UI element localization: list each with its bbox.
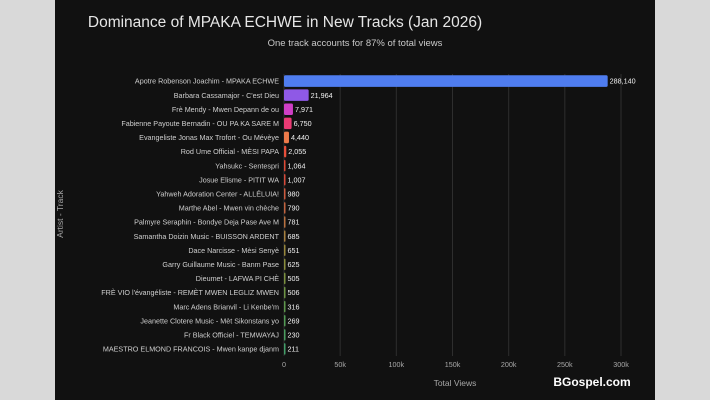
bar-value-label: 980 — [288, 189, 300, 198]
category-label: Yahweh Adoration Center - ALLÉLUIA! — [156, 189, 279, 198]
bar — [284, 173, 286, 186]
bar-value-label: 651 — [288, 246, 300, 255]
bar — [284, 230, 286, 242]
bar — [284, 216, 286, 228]
category-label: Frè Mendy - Mwen Depann de ou — [172, 105, 279, 114]
x-tick-label: 250k — [557, 360, 573, 369]
chart-title: Dominance of MPAKA ECHWE in New Tracks (… — [88, 14, 482, 31]
bar-value-label: 2,055 — [288, 147, 306, 156]
bar-chart: Dominance of MPAKA ECHWE in New Tracks (… — [55, 14, 636, 389]
bar-value-label: 6,750 — [294, 119, 312, 128]
bar-value-label: 4,440 — [291, 133, 309, 142]
category-label: Apotre Robenson Joachim - MPAKA ECHWE — [135, 77, 279, 86]
bar-value-label: 21,964 — [311, 91, 333, 100]
category-label: Garry Guillaume Music - Banm Pase — [162, 260, 279, 269]
x-tick-labels: 0 50k 100k 150k 200k 250k 300k — [282, 360, 629, 369]
bar — [284, 188, 286, 200]
bar — [284, 75, 608, 87]
bar-value-label: 1,007 — [288, 175, 306, 184]
x-tick-label: 200k — [501, 360, 517, 369]
category-label: Dace Narcisse - Mèsi Senyè — [188, 246, 279, 255]
bar — [284, 314, 286, 327]
bar — [284, 258, 286, 271]
bar — [284, 89, 309, 101]
bar — [284, 202, 286, 214]
bar — [284, 329, 286, 341]
bar-value-label: 506 — [288, 288, 300, 297]
x-tick-label: 300k — [613, 360, 629, 369]
category-label: Marthe Abel - Mwen vin chèche — [179, 204, 279, 213]
bar — [284, 131, 289, 144]
category-label: FRÈ VIO l'évangéliste - REMÈT MWEN LEGLI… — [101, 288, 279, 297]
category-label: Palmyre Seraphin - Bondye Deja Pase Ave … — [134, 218, 279, 227]
category-label: Fabienne Payoute Bernadin - OU PA KA SAR… — [121, 119, 279, 128]
bar-value-label: 230 — [288, 330, 300, 339]
category-label: MAESTRO ELMOND FRANCOIS - Mwen kanpe dja… — [103, 345, 279, 354]
category-label: Barbara Cassamajor - C'est Dieu — [174, 91, 279, 100]
category-label: Samantha Doizin Music - BUISSON ARDENT — [134, 232, 280, 241]
bar — [284, 103, 293, 116]
bar — [284, 272, 286, 285]
bar-value-label: 505 — [288, 274, 300, 283]
x-tick-label: 0 — [282, 360, 286, 369]
bar-value-label: 288,140 — [610, 77, 636, 86]
bar — [284, 343, 286, 355]
category-label: Josue Elisme - PITIT WA — [199, 175, 279, 184]
bar-value-label: 625 — [288, 260, 300, 269]
watermark-logo: BGospel.com — [553, 375, 630, 389]
bar-value-label: 685 — [288, 232, 300, 241]
x-tick-label: 50k — [334, 360, 346, 369]
x-tick-label: 150k — [445, 360, 461, 369]
x-tick-label: 100k — [389, 360, 405, 369]
category-label: Dieumet - LAFWA PI CHÈ — [196, 274, 279, 283]
bars: 288,140 21,964 7,971 6,750 4,440 2,055 1,064 1,… — [284, 75, 636, 355]
chart-panel: Dominance of MPAKA ECHWE in New Tracks (… — [55, 0, 655, 400]
gridlines — [283, 74, 622, 356]
bar — [284, 286, 286, 299]
category-label: Yahsukc - Sentespri — [215, 161, 279, 170]
category-labels: Apotre Robenson Joachim - MPAKA ECHWE Bar… — [101, 77, 279, 354]
x-axis-label: Total Views — [434, 378, 477, 388]
category-label: Rod Ume Official - MÈSI PAPA — [181, 147, 279, 156]
category-label: Fr Black Officiel - TEMWAYAJ — [184, 330, 279, 339]
bar-value-label: 1,064 — [288, 161, 306, 170]
y-axis-label: Artist - Track — [55, 189, 65, 237]
category-label: Marc Adens Brianvil - Li Kenbe'm — [173, 302, 279, 311]
category-label: Evangeliste Jonas Max Trofort - Ou Mévèy… — [139, 133, 279, 142]
bar-value-label: 269 — [288, 316, 300, 325]
bar-value-label: 211 — [288, 345, 299, 354]
bar — [284, 244, 286, 257]
chart-subtitle: One track accounts for 87% of total view… — [268, 38, 443, 49]
bar — [284, 300, 286, 313]
bar-value-label: 7,971 — [295, 105, 313, 114]
bar-value-label: 790 — [288, 204, 300, 213]
bar-value-label: 316 — [288, 302, 300, 311]
bar — [284, 117, 292, 130]
bar-value-label: 781 — [288, 218, 300, 227]
bar — [284, 159, 286, 172]
category-label: Jeanette Clotere Music - Mèt Sikonstans … — [140, 316, 279, 325]
bar — [284, 145, 287, 158]
